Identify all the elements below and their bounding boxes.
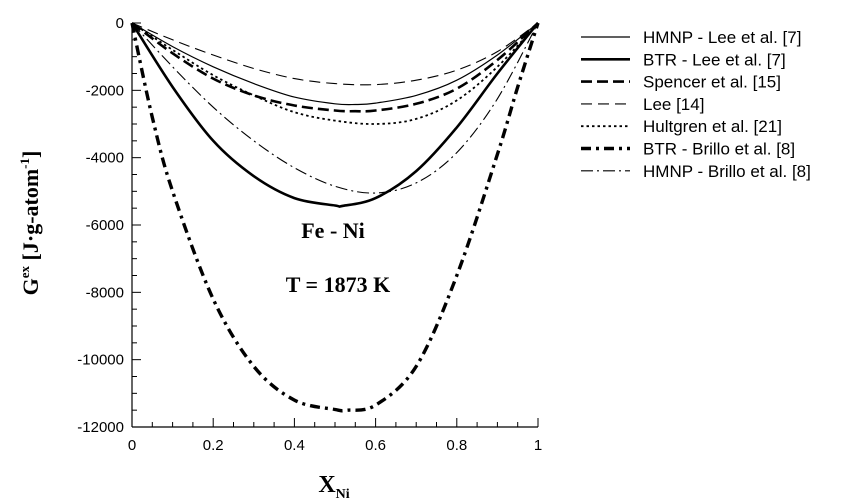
y-tick-label: -12000 [77, 419, 124, 436]
y-tick-label: 0 [116, 15, 124, 32]
x-tick-label: 0 [128, 437, 136, 454]
series-line-2 [130, 22, 540, 208]
x-tick-label: 0.8 [446, 437, 467, 454]
x-tick-label: 1 [534, 437, 542, 454]
series-lines [130, 21, 540, 413]
series-line-7 [131, 22, 539, 194]
series-line-5 [131, 22, 539, 125]
legend-label-2: BTR - Lee et al. [7] [643, 50, 786, 69]
x-axis-title-sub: Ni [336, 487, 350, 502]
y-axis-title-unit: [J·g-atom [18, 169, 43, 266]
y-tick-label: -2000 [86, 82, 124, 99]
y-axis-title-main: G [18, 278, 43, 295]
legend-label-1: HMNP - Lee et al. [7] [643, 28, 801, 47]
legend-label-6: BTR - Brillo et al. [8] [643, 140, 795, 159]
x-axis-title: XNi [318, 472, 349, 502]
y-tick-label: -6000 [86, 217, 124, 234]
y-tick-label: -8000 [86, 284, 124, 301]
y-axis-title-unit-sup: -1 [17, 158, 32, 169]
x-tick-label: 0.6 [365, 437, 386, 454]
legend-label-5: Hultgren et al. [21] [643, 117, 782, 136]
legend-label-7: HMNP - Brillo et al. [8] [643, 162, 811, 181]
x-tick-label: 0.4 [284, 437, 305, 454]
legend: HMNP - Lee et al. [7] BTR - Lee et al. [7… [581, 28, 811, 181]
ticks [131, 22, 539, 428]
y-axis-title-sup: ex [17, 265, 32, 278]
legend-label-3: Spencer et al. [15] [643, 73, 781, 92]
series-line-4 [131, 22, 539, 86]
annotation-system: Fe - Ni [301, 218, 365, 243]
x-tick-label: 0.2 [203, 437, 224, 454]
series-line-1 [131, 22, 539, 106]
y-tick-label: -4000 [86, 150, 124, 167]
x-axis-title-main: X [318, 472, 336, 498]
y-axis-title-unit-close: ] [18, 151, 43, 158]
annotation-temperature: T = 1873 K [286, 272, 390, 297]
series-line-3 [131, 21, 539, 113]
legend-label-4: Lee [14] [643, 95, 704, 114]
y-axis-title: Gex [J·g-atom-1] [17, 151, 43, 296]
series-line-6 [130, 22, 540, 413]
y-tick-label: -10000 [77, 352, 124, 369]
